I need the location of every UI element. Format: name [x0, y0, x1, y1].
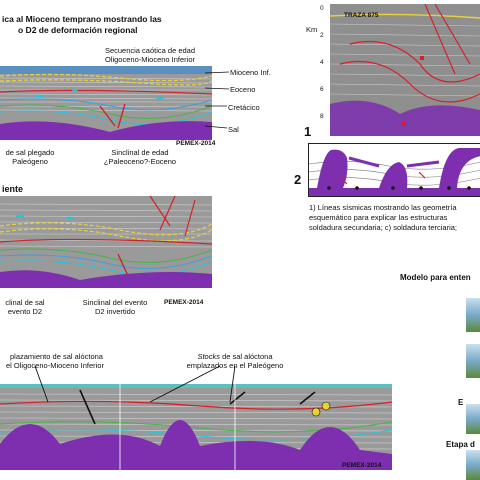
model-thumb-1	[466, 298, 480, 332]
seismic-section-a	[0, 66, 212, 140]
tick-0: 0	[320, 5, 324, 12]
label-chaotic-line2: Oligoceno-Mioceno Inferior	[104, 55, 196, 64]
credit-pemex-b: PEMEX-2014	[164, 299, 204, 306]
seismic-panel-c	[0, 384, 392, 470]
figure-number-1: 1	[304, 124, 312, 139]
credit-pemex-a: PEMEX-2014	[176, 140, 216, 147]
label-chaotic-line1: Secuencia caótica de edad	[104, 46, 196, 55]
model-thumb-3	[466, 404, 480, 434]
label-cretacico: Cretácico	[228, 103, 260, 112]
model-thumb-4	[466, 450, 480, 480]
legend-leader-lines	[205, 71, 230, 129]
figure-number-2: 2	[294, 172, 302, 187]
schematic-diagram	[308, 143, 480, 197]
model-title: Modelo para enten	[400, 273, 471, 282]
model-label-e: E	[458, 398, 464, 407]
seismic-panel-b	[0, 196, 212, 288]
seismic-section-c	[0, 384, 392, 470]
seismic-panel-right	[330, 4, 480, 136]
label-salt-fold: de sal plegado Paleógeno	[0, 148, 60, 166]
label-syncline-line1: Sinclinal de edad	[111, 148, 169, 157]
tick-4: 4	[320, 59, 324, 66]
label-inverted-line2: D2 invertido	[94, 307, 136, 316]
label-mioceno-inf: Mioceno Inf.	[230, 68, 271, 77]
traza-label: TRAZA 875	[344, 12, 379, 19]
label-stocks-line2: emplazados en el Paleógeno	[186, 361, 284, 370]
panel-a-title-line2: o D2 de deformación regional	[18, 25, 138, 35]
label-salt-syncline-line1: clinal de sal	[5, 298, 45, 307]
caption-line1: 1) Líneas sísmicas mostrando las geometr…	[309, 203, 457, 212]
tick-2: 2	[320, 32, 324, 39]
seismic-section-b	[0, 196, 212, 288]
panel-c-arrows	[34, 366, 236, 403]
label-inverted-syncline: Sinclinal del evento D2 invertido	[65, 298, 165, 316]
label-stocks: Stocks de sal alóctona emplazados en el …	[165, 352, 305, 370]
schematic-svg	[309, 144, 480, 196]
label-allochthonous-1: plazamiento de sal alóctona	[10, 352, 103, 361]
panel-a-title-line1: ica al Mioceno temprano mostrando las	[2, 14, 162, 24]
label-allochthonous-2: el Oligoceno-Mioceno Inferior	[6, 361, 104, 370]
label-stocks-line1: Stocks de sal alóctona	[165, 352, 305, 361]
label-sal: Sal	[228, 125, 239, 134]
label-salt-syncline-line2: evento D2	[7, 307, 43, 316]
label-stocks-text: de sal alóctona	[219, 352, 273, 361]
caption-line3: soldadura secundaria; c) soldadura terci…	[309, 223, 457, 232]
label-syncline-line2: ¿Paleoceno?-Eoceno	[103, 157, 177, 166]
caption-line2: esquemático para explicar las estructura…	[309, 213, 448, 222]
model-thumb-2	[466, 344, 480, 378]
tick-8: 8	[320, 113, 324, 120]
label-syncline-age: Sinclinal de edad ¿Paleoceno?-Eoceno	[90, 148, 190, 166]
label-salt-fold-line1: de sal plegado	[5, 148, 55, 157]
seismic-section-right	[330, 4, 480, 136]
credit-pemex-c: PEMEX-2014	[342, 462, 382, 469]
label-eoceno: Eoceno	[230, 85, 256, 94]
label-stocks-italic: Stocks	[197, 352, 220, 361]
seismic-panel-a	[0, 66, 212, 140]
label-inverted-line1: Sinclinal del evento	[82, 298, 148, 307]
label-salt-syncline: clinal de sal evento D2	[0, 298, 50, 316]
label-salt-fold-line2: Paleógeno	[12, 157, 48, 166]
panel-b-title: iente	[2, 184, 24, 194]
tick-6: 6	[320, 86, 324, 93]
model-stage-label: Etapa d	[446, 440, 475, 449]
axis-km-label: Km	[306, 25, 318, 34]
label-chaotic-sequence: Secuencia caótica de edad Oligoceno-Mioc…	[90, 46, 210, 64]
